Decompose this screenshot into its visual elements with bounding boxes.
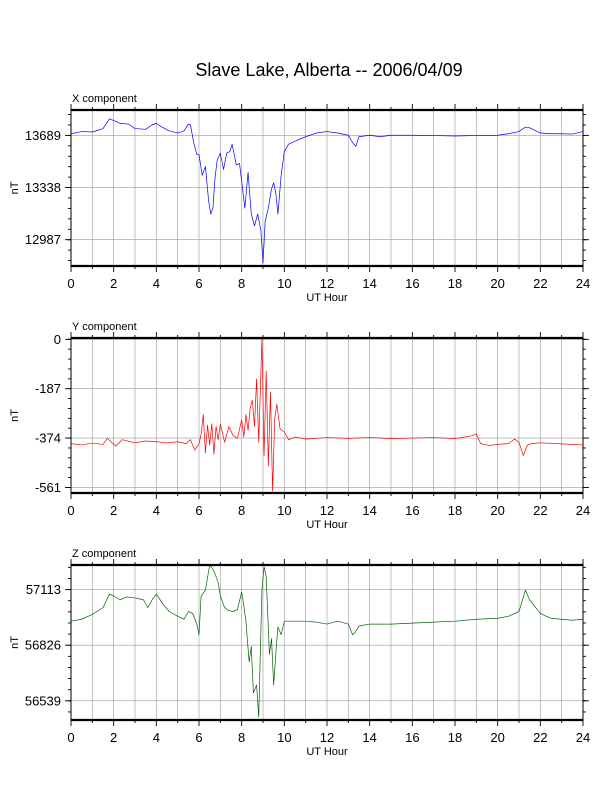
- y-tick-label: 0: [54, 332, 61, 347]
- x-tick-label: 20: [490, 503, 504, 518]
- z-component-series-line: [70, 564, 584, 718]
- x-tick-label: 6: [195, 730, 202, 745]
- x-tick-label: 2: [110, 730, 117, 745]
- x-tick-label: 10: [277, 276, 291, 291]
- y-tick-label: 56539: [25, 693, 61, 708]
- x-axis-label: UT Hour: [306, 519, 348, 531]
- x-tick-label: 24: [576, 276, 590, 291]
- x-tick-label: 22: [533, 503, 547, 518]
- x-tick-label: 0: [67, 730, 74, 745]
- x-tick-label: 14: [362, 276, 376, 291]
- y-tick-label: 57113: [26, 582, 61, 597]
- x-tick-label: 0: [67, 276, 74, 291]
- x-tick-label: 8: [238, 503, 245, 518]
- x-tick-label: 20: [490, 276, 504, 291]
- x-tick-label: 4: [153, 730, 160, 745]
- x-tick-label: 18: [448, 503, 462, 518]
- y-tick-label: -187: [35, 381, 61, 396]
- panel-title: Z component: [72, 548, 136, 560]
- x-tick-label: 22: [533, 730, 547, 745]
- x-tick-label: 6: [195, 276, 202, 291]
- x-tick-label: 12: [320, 503, 334, 518]
- y-tick-label: -374: [35, 431, 61, 446]
- y-tick-label: 12987: [25, 232, 61, 247]
- x-tick-label: 2: [110, 276, 117, 291]
- x-tick-label: 16: [405, 503, 419, 518]
- x-tick-label: 2: [110, 503, 117, 518]
- y-tick-label: -561: [35, 480, 61, 495]
- x-tick-label: 12: [320, 730, 334, 745]
- x-tick-label: 8: [238, 276, 245, 291]
- x-tick-label: 22: [533, 276, 547, 291]
- x-axis-label: UT Hour: [306, 746, 348, 758]
- x-tick-label: 0: [67, 503, 74, 518]
- x-tick-label: 4: [153, 503, 160, 518]
- x-tick-label: 16: [405, 276, 419, 291]
- x-tick-label: 4: [153, 276, 160, 291]
- y-component-series-line: [70, 338, 584, 492]
- y-axis-label: nT: [9, 636, 21, 649]
- x-tick-label: 12: [320, 276, 334, 291]
- panel-title: Y component: [72, 321, 137, 333]
- x-tick-label: 24: [576, 730, 590, 745]
- x-tick-label: 18: [448, 276, 462, 291]
- panel-title: X component: [72, 93, 137, 105]
- x-tick-label: 14: [362, 730, 376, 745]
- x-tick-label: 24: [576, 503, 590, 518]
- y-tick-label: 56826: [25, 638, 61, 653]
- y-tick-label: 13689: [25, 128, 61, 143]
- y-axis-label: nT: [9, 409, 21, 422]
- x-tick-label: 10: [277, 503, 291, 518]
- x-axis-label: UT Hour: [306, 292, 348, 304]
- x-tick-label: 8: [238, 730, 245, 745]
- x-tick-label: 14: [362, 503, 376, 518]
- y-axis-label: nT: [9, 181, 21, 194]
- figure-title: Slave Lake, Alberta -- 2006/04/09: [195, 60, 462, 80]
- x-tick-label: 6: [195, 503, 202, 518]
- x-tick-label: 10: [277, 730, 291, 745]
- y-tick-label: 13338: [25, 180, 61, 195]
- x-tick-label: 18: [448, 730, 462, 745]
- x-tick-label: 16: [405, 730, 419, 745]
- x-component-series-line: [70, 118, 584, 264]
- x-tick-label: 20: [490, 730, 504, 745]
